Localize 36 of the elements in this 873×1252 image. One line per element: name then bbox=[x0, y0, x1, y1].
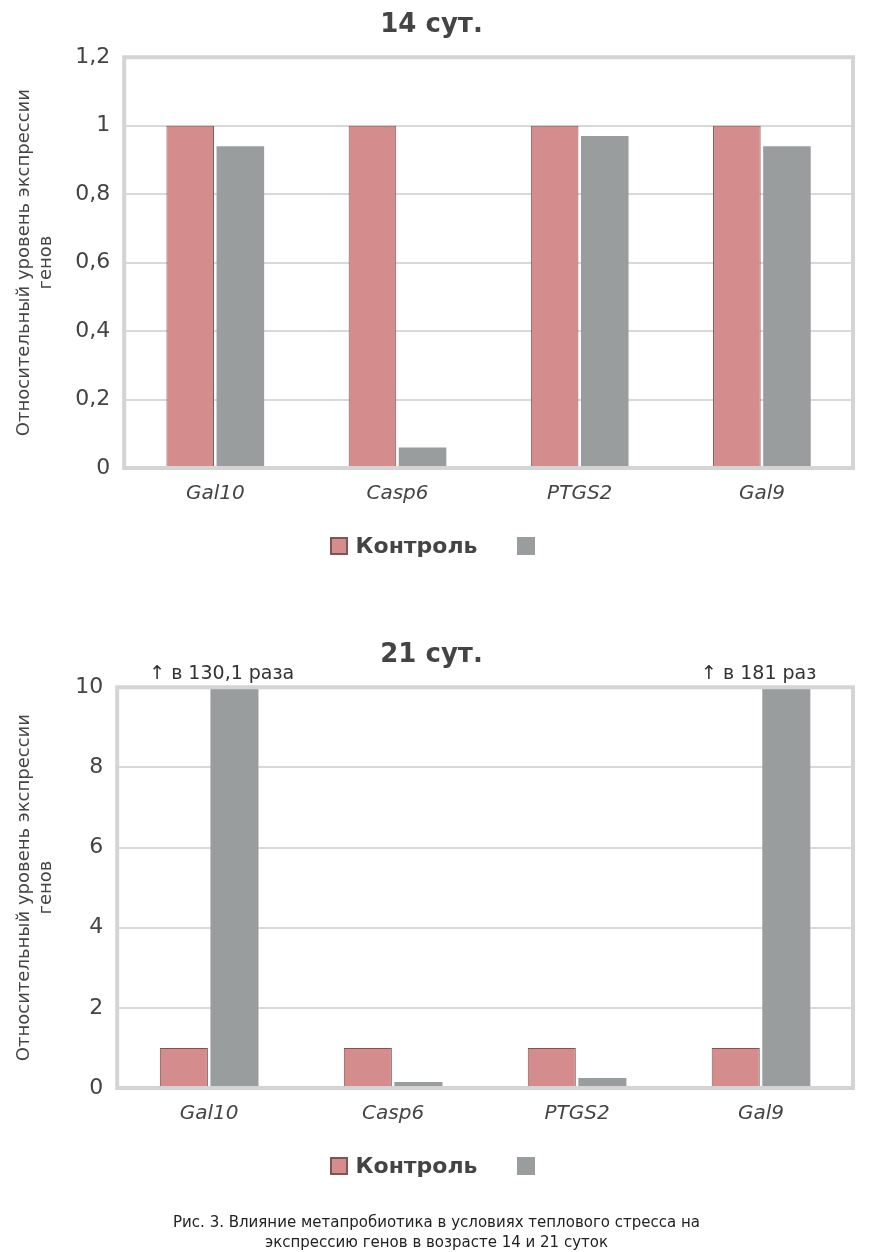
y-tick-label: 8 bbox=[89, 753, 104, 779]
bar bbox=[580, 135, 629, 467]
chart-title: 14 сут. bbox=[380, 8, 483, 39]
bar bbox=[210, 687, 259, 1087]
text: Рис. 3. Влияние метапробиотика в условиях теплового стресса на экспрессию генов в возрасте 14 и 21 суток bbox=[172, 1212, 701, 1252]
x-tick-label: Gal9 bbox=[738, 1100, 785, 1125]
bar bbox=[763, 146, 811, 467]
legend-label: Контроль bbox=[355, 1152, 478, 1178]
x-tick-label: Gal9 bbox=[738, 480, 785, 505]
bar bbox=[762, 687, 811, 1087]
y-tick-label: 4 bbox=[89, 913, 104, 939]
x-tick-label: PTGS2 bbox=[547, 480, 613, 505]
x-tick-label: Casp6 bbox=[362, 1100, 425, 1125]
legend-label: Контроль bbox=[355, 532, 478, 558]
y-tick-label: 0 bbox=[89, 1073, 104, 1099]
y-tick-label: 2 bbox=[89, 993, 104, 1019]
x-tick-label: Casp6 bbox=[366, 480, 429, 505]
annotation: ↑ в 181 раз bbox=[701, 660, 817, 683]
annotation: ↑ в 130,1 раза bbox=[149, 660, 295, 683]
x-tick-label: Gal10 bbox=[179, 1100, 239, 1125]
y-tick-label: 0,8 bbox=[75, 179, 111, 205]
y-tick-label: 10 bbox=[75, 672, 104, 698]
bar bbox=[398, 447, 447, 467]
y-tick-label: 6 bbox=[89, 833, 104, 859]
x-tick-label: Gal10 bbox=[185, 480, 245, 505]
y-tick-label: 0,2 bbox=[75, 385, 111, 411]
x-tick-label: PTGS2 bbox=[544, 1100, 610, 1125]
y-tick-label: 0,4 bbox=[75, 316, 111, 342]
y-tick-label: 0 bbox=[96, 453, 111, 479]
y-tick-label: 1,2 bbox=[75, 42, 111, 68]
y-axis-title: Относительный уровень экспрессии генов bbox=[12, 714, 56, 1062]
y-tick-label: 0,6 bbox=[75, 248, 111, 274]
chart-title: 21 сут. bbox=[380, 638, 483, 669]
y-axis-title: Относительный уровень экспрессии генов bbox=[12, 89, 56, 437]
y-tick-label: 1 bbox=[96, 111, 111, 137]
bar bbox=[216, 146, 265, 467]
